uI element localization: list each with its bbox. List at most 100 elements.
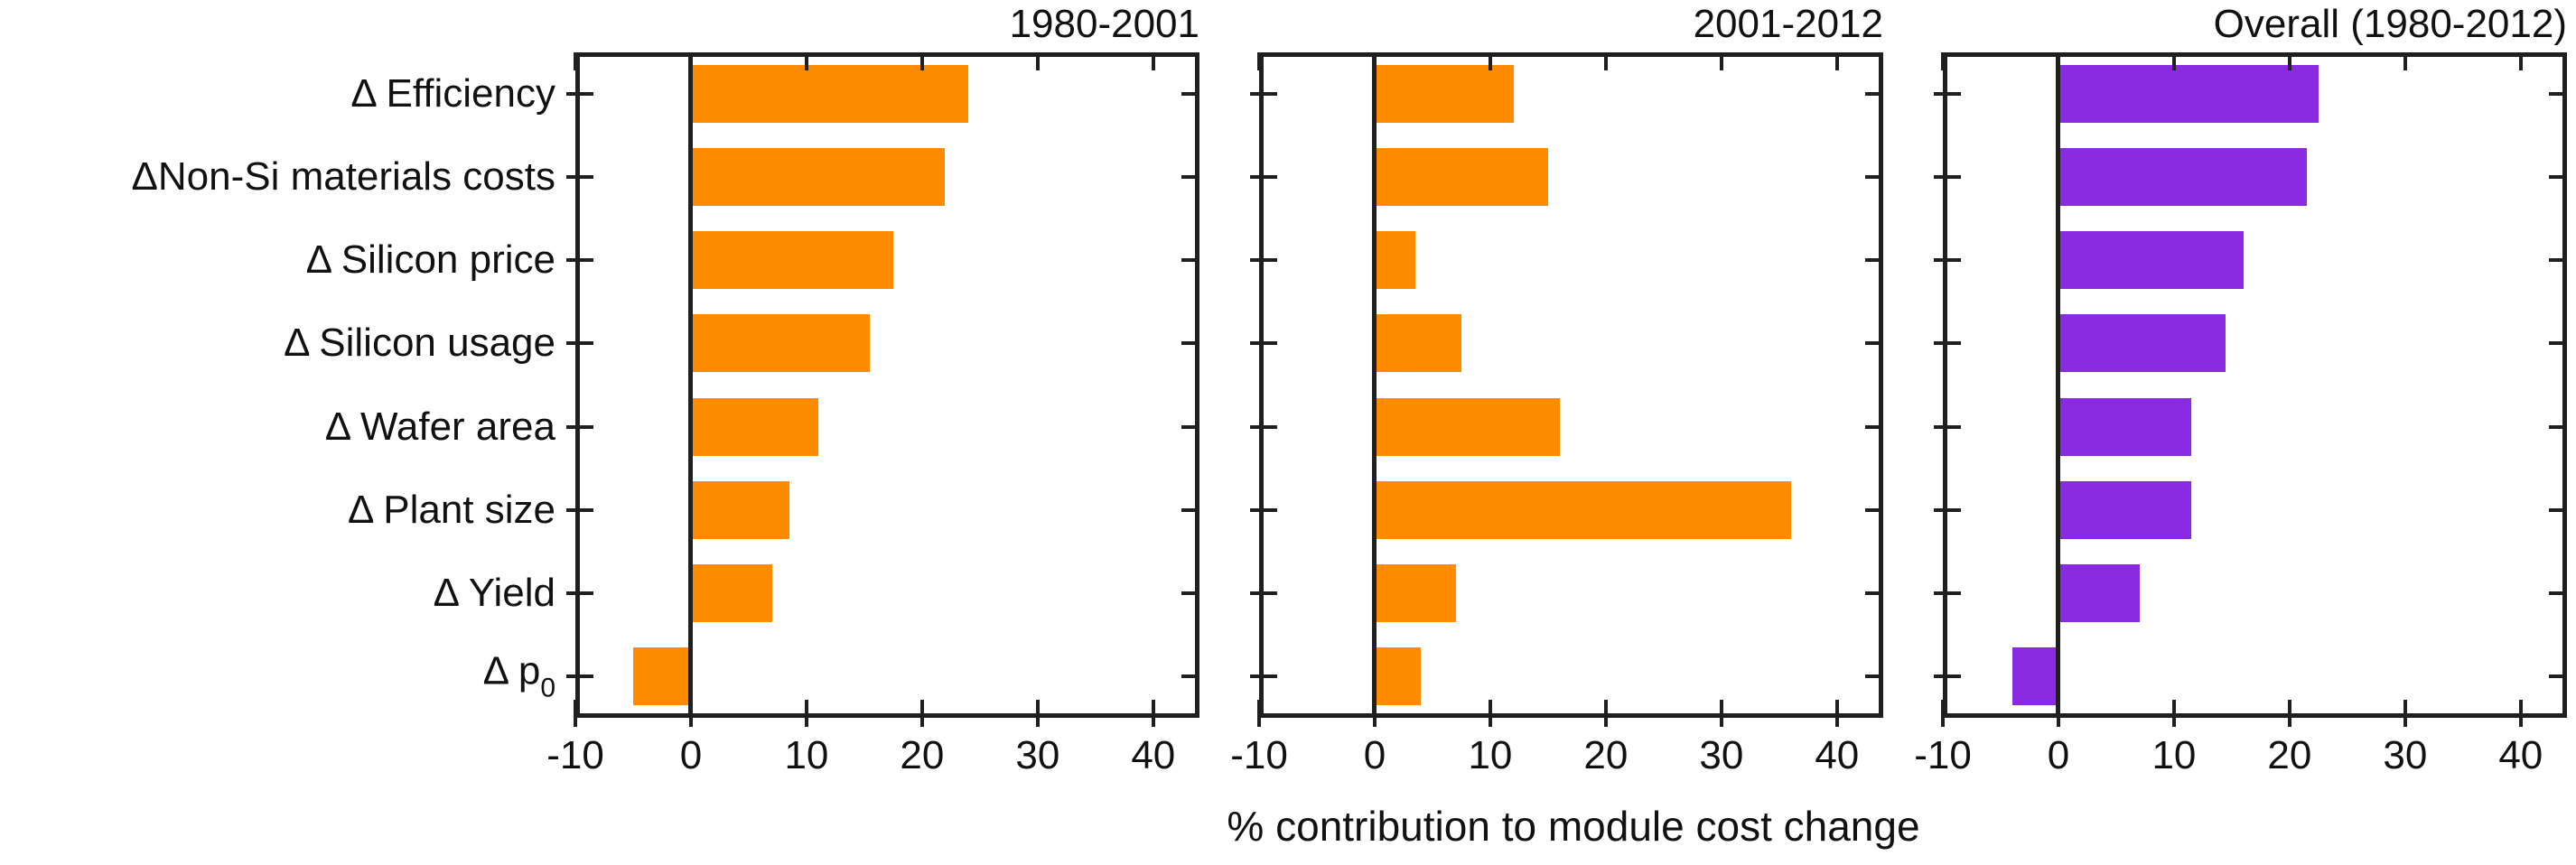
x-tick-mark-top (1257, 52, 1261, 70)
category-label-text: ΔNon-Si materials costs (131, 154, 555, 200)
x-tick-label: 40 (1131, 733, 1176, 777)
x-tick-label: -10 (1230, 733, 1288, 777)
category-label-text: Δ Silicon usage (284, 321, 555, 366)
y-tick-mark-left (1934, 424, 1961, 429)
x-tick-mark (2403, 700, 2407, 727)
bar-δ-efficiency (1374, 65, 1514, 124)
x-tick-mark-top (1603, 52, 1608, 70)
x-tick-mark (688, 700, 693, 727)
y-tick-mark-left (566, 258, 593, 263)
x-tick-mark-top (1719, 52, 1723, 70)
category-label-text: Δ p (482, 648, 541, 693)
y-tick-mark-left (1934, 507, 1961, 512)
bar-δ-yield (690, 563, 772, 622)
y-tick-mark-left (1934, 175, 1961, 180)
y-tick-mark-left (1250, 674, 1277, 678)
zero-axis-line (2056, 52, 2061, 718)
plot-area-1 (575, 52, 1199, 718)
x-tick-mark (574, 700, 577, 727)
y-tick-mark-right (2549, 424, 2567, 429)
bar-δ-efficiency (690, 65, 969, 124)
x-tick-label: 0 (679, 733, 703, 777)
y-tick-mark-left (1250, 175, 1277, 180)
y-tick-mark-right (1181, 341, 1199, 346)
y-tick-mark-left (1934, 591, 1961, 595)
bar-δ-yield (1374, 563, 1456, 622)
bar-δnon-si-materials-costs (690, 148, 946, 207)
x-tick-label: 20 (2267, 733, 2312, 777)
y-tick-mark-right (1865, 92, 1883, 97)
x-tick-mark-top (1151, 52, 1155, 70)
y-tick-mark-right (2549, 591, 2567, 595)
x-axis-title: % contribution to module cost change (1227, 803, 1920, 850)
y-tick-mark-right (1865, 591, 1883, 595)
x-tick-mark (2287, 700, 2291, 727)
y-tick-mark-left (566, 507, 593, 512)
y-tick-mark-left (1250, 424, 1277, 429)
y-tick-mark-left (1934, 674, 1961, 678)
bar-δ-silicon-price (1374, 231, 1415, 290)
x-tick-mark (1151, 700, 1155, 727)
y-tick-mark-right (1181, 591, 1199, 595)
bar-δ-wafer-area (2058, 397, 2192, 456)
y-tick-mark-right (2549, 507, 2567, 512)
y-tick-mark-left (566, 674, 593, 678)
x-tick-mark (919, 700, 924, 727)
category-label-2: ΔNon-Si materials costs (0, 154, 555, 200)
x-tick-mark (1372, 700, 1377, 727)
category-label-8: Δ p0 (0, 648, 555, 703)
x-tick-label: -10 (546, 733, 604, 777)
x-tick-mark-top (1834, 52, 1839, 70)
bar-δ-yield (2058, 563, 2140, 622)
x-tick-mark (1603, 700, 1608, 727)
x-tick-mark-top (804, 52, 808, 70)
zero-axis-line (1372, 52, 1377, 718)
y-tick-mark-right (1865, 258, 1883, 263)
x-tick-label: 10 (1468, 733, 1513, 777)
x-tick-mark-top (1372, 52, 1377, 70)
category-label-text: Δ Plant size (348, 487, 555, 532)
y-tick-mark-left (1250, 591, 1277, 595)
x-tick-mark (2056, 700, 2060, 727)
y-tick-mark-left (1250, 507, 1277, 512)
x-tick-mark-top (1035, 52, 1040, 70)
y-tick-mark-left (566, 424, 593, 429)
x-tick-label: 40 (2498, 733, 2543, 777)
x-tick-mark (804, 700, 808, 727)
x-tick-mark-top (2056, 52, 2060, 70)
bar-δnon-si-materials-costs (1374, 148, 1548, 207)
plot-area-3 (1943, 52, 2567, 718)
category-label-6: Δ Plant size (0, 488, 555, 533)
x-tick-mark (2171, 700, 2176, 727)
y-tick-mark-right (1865, 674, 1883, 678)
bar-δ-plant-size (1374, 480, 1791, 539)
x-tick-mark (1035, 700, 1040, 727)
x-tick-label: 30 (2383, 733, 2428, 777)
y-tick-mark-right (1181, 258, 1199, 263)
y-tick-mark-left (1934, 258, 1961, 263)
bar-δ-silicon-price (2058, 231, 2244, 290)
y-tick-mark-left (566, 341, 593, 346)
bar-δ-wafer-area (1374, 397, 1560, 456)
x-tick-mark (1834, 700, 1839, 727)
y-tick-mark-right (1181, 424, 1199, 429)
category-label-7: Δ Yield (0, 571, 555, 616)
bar-δ-p (632, 646, 691, 705)
y-tick-mark-left (566, 175, 593, 180)
category-label-subscript: 0 (540, 673, 555, 703)
category-label-text: Δ Silicon price (305, 237, 555, 283)
category-label-text: Δ Yield (433, 570, 555, 615)
x-tick-mark-top (1941, 52, 1945, 70)
bar-δ-wafer-area (690, 397, 818, 456)
bar-δnon-si-materials-costs (2058, 148, 2308, 207)
bar-δ-silicon-usage (690, 314, 871, 373)
category-label-4: Δ Silicon usage (0, 321, 555, 366)
x-tick-mark-top (688, 52, 693, 70)
y-tick-mark-left (1250, 341, 1277, 346)
x-tick-mark (1488, 700, 1492, 727)
x-tick-mark-top (2287, 52, 2291, 70)
x-tick-label: 40 (1815, 733, 1860, 777)
x-tick-mark-top (919, 52, 924, 70)
category-label-3: Δ Silicon price (0, 237, 555, 283)
